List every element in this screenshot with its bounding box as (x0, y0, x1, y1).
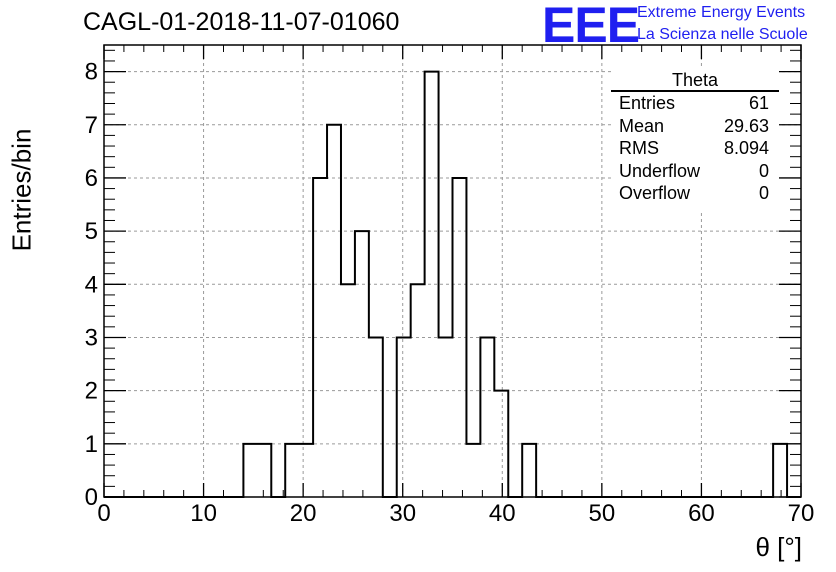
x-tick-label: 0 (97, 500, 110, 527)
y-tick-label: 4 (85, 271, 98, 298)
brand-line-1: Extreme Energy Events (637, 4, 806, 21)
y-tick-label: 1 (85, 431, 98, 458)
stats-box: Theta Entries 61 Mean 29.63 RMS 8.094 Un… (611, 68, 779, 210)
y-tick-label: 7 (85, 112, 98, 139)
stats-label: Mean (619, 116, 665, 136)
eee-logo: EEE (542, 0, 640, 53)
x-tick-label: 10 (190, 500, 217, 527)
brand-line-2: La Scienza nelle Scuole (637, 26, 808, 43)
y-tick-label: 8 (85, 59, 98, 86)
stats-label: Overflow (619, 183, 691, 203)
x-tick-label: 30 (389, 500, 416, 527)
y-axis-label: Entries/bin (6, 128, 37, 252)
stats-label: RMS (619, 138, 659, 158)
stats-row-entries: Entries 61 (619, 93, 769, 115)
stats-label: Entries (619, 93, 676, 113)
y-tick-label: 2 (85, 378, 98, 405)
stats-value: 0 (758, 161, 769, 181)
stats-value: 61 (748, 93, 769, 113)
x-tick-label: 60 (688, 500, 715, 527)
x-tick-label: 70 (788, 500, 815, 527)
stats-value: 0 (758, 183, 769, 203)
x-tick-label: 50 (589, 500, 616, 527)
stats-divider (611, 90, 779, 92)
y-axis-label-wrap: Entries/bin (2, 110, 42, 270)
y-tick-label: 5 (85, 218, 98, 245)
stats-row-rms: RMS 8.094 (619, 138, 769, 160)
x-axis-label: θ [°] (755, 532, 802, 562)
stats-row-overflow: Overflow 0 (619, 183, 769, 205)
x-tick-label: 40 (489, 500, 516, 527)
y-tick-label: 3 (85, 324, 98, 351)
stats-value: 29.63 (723, 116, 769, 136)
stats-row-mean: Mean 29.63 (619, 116, 769, 138)
plot-frame (103, 44, 802, 498)
x-tick-label: 20 (290, 500, 317, 527)
page-title: CAGL-01-2018-11-07-01060 (83, 8, 400, 36)
stats-title: Theta (671, 70, 719, 90)
stats-label: Underflow (619, 161, 701, 181)
stats-value: 8.094 (723, 138, 769, 158)
stats-row-underflow: Underflow 0 (619, 161, 769, 183)
y-tick-label: 0 (85, 484, 98, 511)
y-tick-label: 6 (85, 165, 98, 192)
